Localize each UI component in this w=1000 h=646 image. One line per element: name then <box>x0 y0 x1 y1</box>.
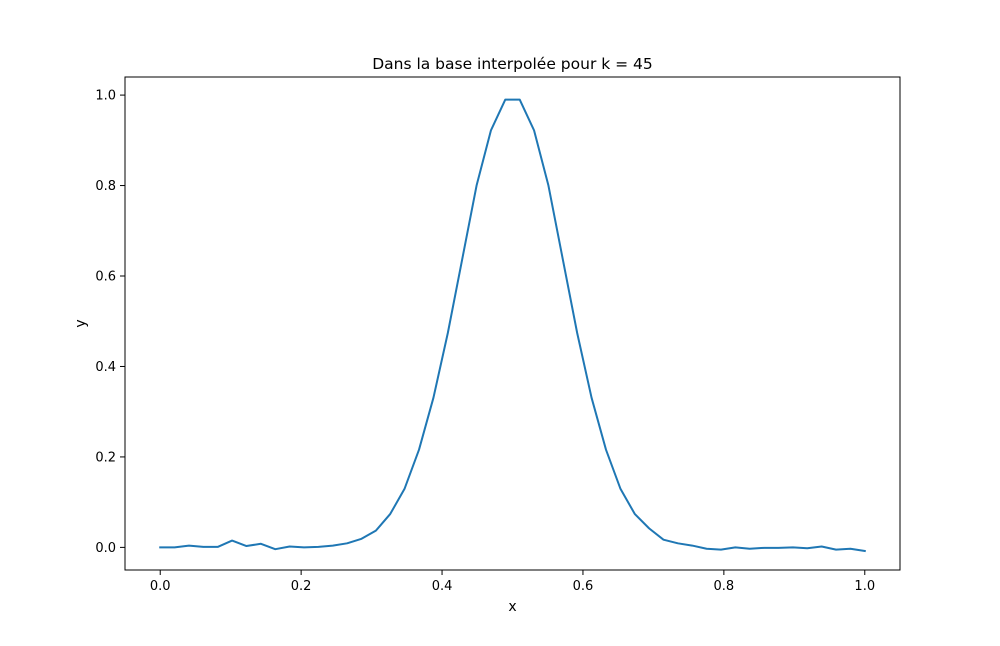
y-tick-label: 0.6 <box>95 270 116 285</box>
series-line <box>159 98 866 553</box>
y-axis: 0.0 0.2 0.4 0.6 0.8 1.0 <box>95 89 125 556</box>
x-axis-label: x <box>508 599 516 615</box>
y-tick-label: 0.0 <box>95 541 116 556</box>
y-tick-label: 1.0 <box>95 89 116 104</box>
y-tick-label: 0.8 <box>95 179 116 194</box>
series-layer <box>159 98 866 553</box>
y-axis-label: y <box>73 319 89 327</box>
x-tick-label: 0.8 <box>714 579 735 594</box>
x-axis: 0.0 0.2 0.4 0.6 0.8 1.0 <box>150 570 875 594</box>
plot-frame <box>124 76 901 571</box>
y-tick-label: 0.4 <box>95 360 116 375</box>
x-tick-label: 0.2 <box>291 579 312 594</box>
chart-title: Dans la base interpolée pour k = 45 <box>372 55 653 73</box>
x-tick-label: 0.4 <box>432 579 453 594</box>
y-tick-label: 0.2 <box>95 450 116 465</box>
x-tick-label: 0.6 <box>573 579 594 594</box>
plot-area: 0.0 0.2 0.4 0.6 0.8 1.0 0.0 0.2 0.4 0.6 0.8 1.0 <box>95 76 901 594</box>
x-tick-label: 0.0 <box>150 579 171 594</box>
x-tick-label: 1.0 <box>854 579 875 594</box>
